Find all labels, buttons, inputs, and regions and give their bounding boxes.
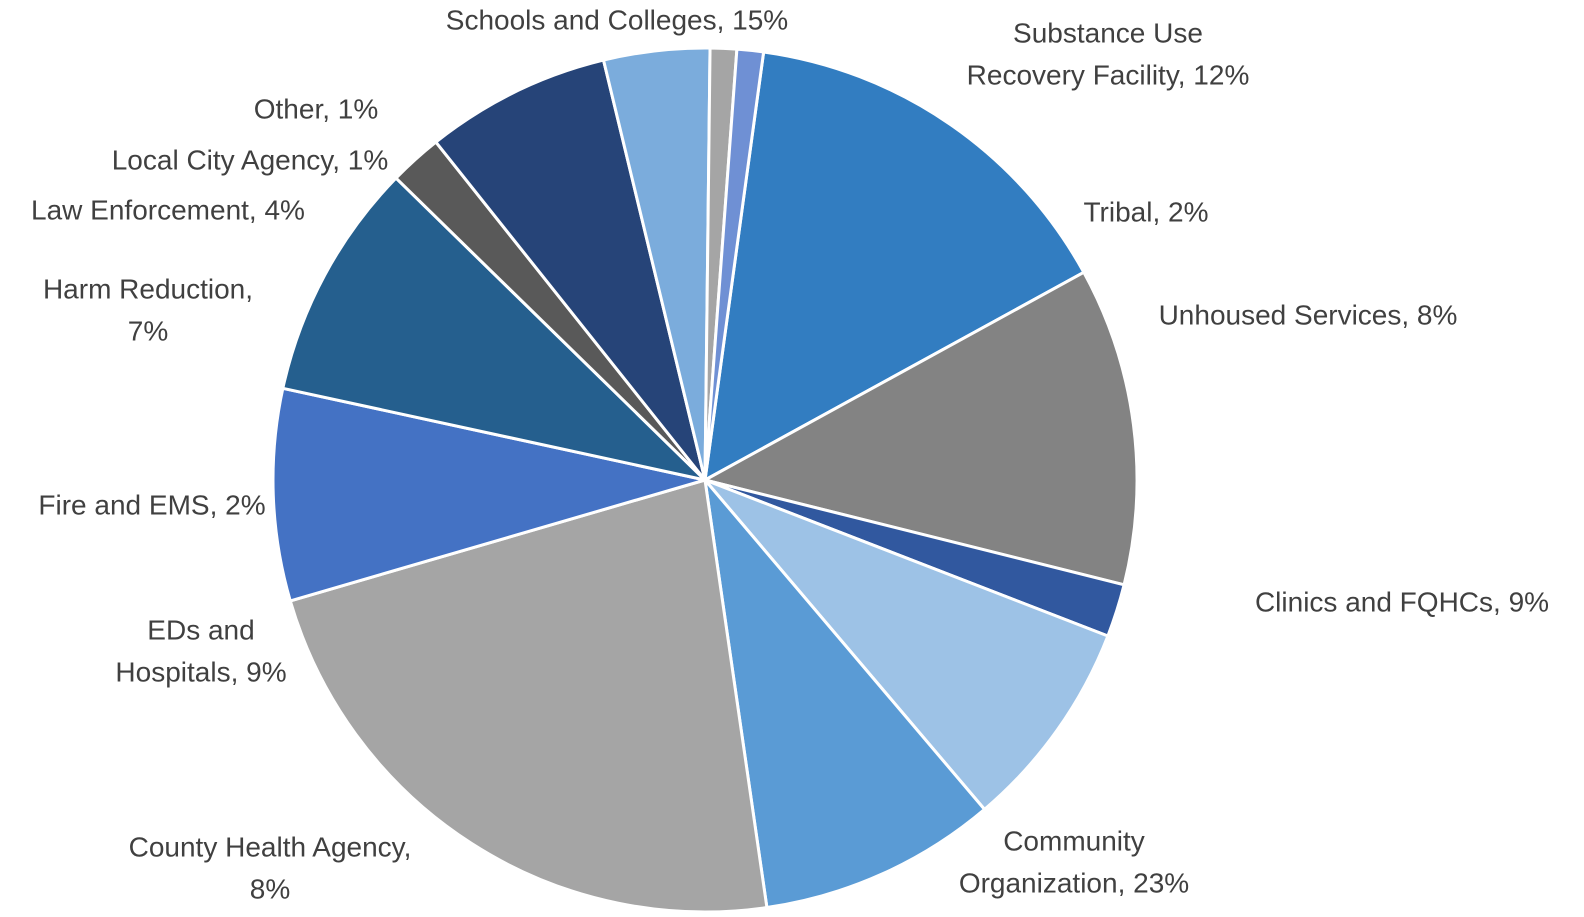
slice-unhoused-services [703,478,1110,811]
slice-label-schools-and-colleges: Schools and Colleges, 15% [446,4,788,35]
slice-label-law-enforcement: Law Enforcement, 4% [31,194,305,225]
slice-label-eds-and-hospitals: EDs and Hospitals, 9% [115,614,286,687]
slice-label-local-city-agency: Local City Agency, 1% [112,144,389,175]
slice-harm-reduction [434,58,707,482]
slice-clinics-and-fqhcs [703,478,987,910]
slice-label-harm-reduction: Harm Reduction, 7% [43,273,253,346]
slice-other [703,47,766,482]
slice-county-health-agency [271,386,707,603]
slice-schools-and-colleges [703,50,1086,482]
labels-layer: Schools and Colleges, 15% Substance Use Re… [31,4,1549,904]
slice-label-community-organization: Community Organization, 23% [959,825,1189,898]
slices-layer [271,46,1139,914]
slice-label-other: Other, 1% [254,93,379,124]
slice-eds-and-hospitals [281,176,707,482]
slice-label-fire-and-ems: Fire and EMS, 2% [38,489,265,520]
slice-label-county-health-agency: County Health Agency, 8% [129,831,412,904]
slice-community-organization [288,478,769,914]
slice-label-clinics-and-fqhcs: Clinics and FQHCs, 9% [1255,586,1549,617]
slice-label-substance-use-recovery-facility: Substance Use Recovery Facility, 12% [967,17,1250,90]
slice-label-tribal: Tribal, 2% [1083,196,1208,227]
slice-label-unhoused-services: Unhoused Services, 8% [1159,299,1458,330]
